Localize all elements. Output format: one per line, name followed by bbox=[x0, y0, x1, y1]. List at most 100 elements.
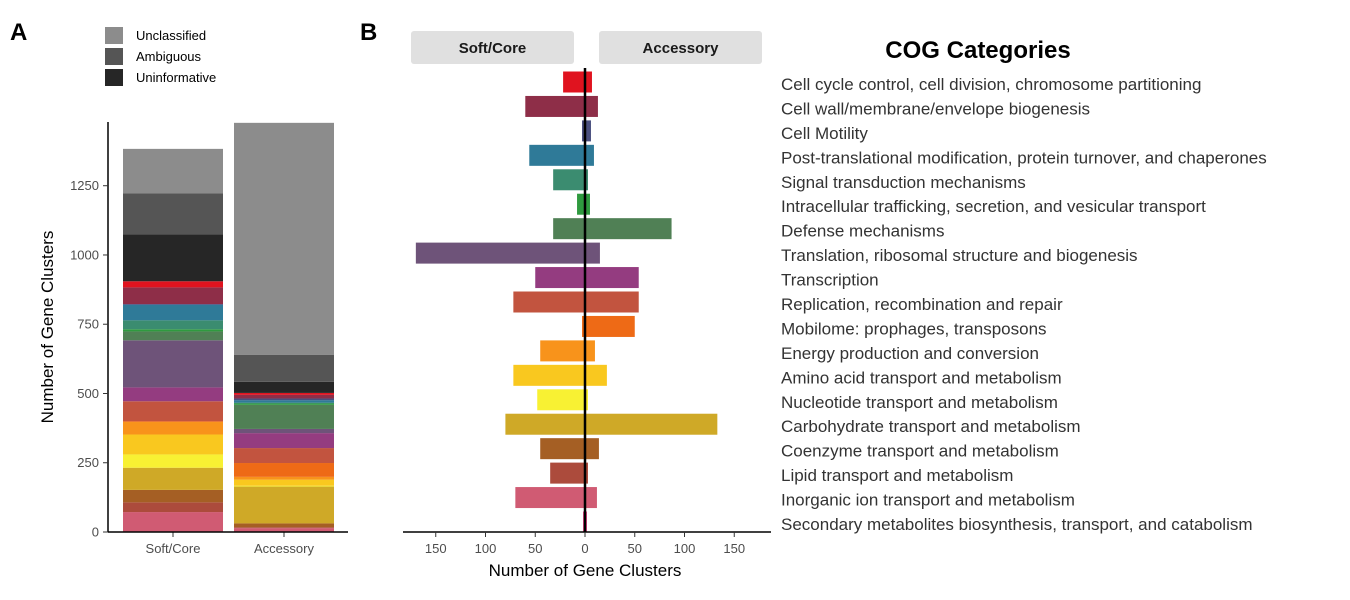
bar-softcore bbox=[529, 144, 585, 166]
bar-segment-softcore bbox=[123, 387, 223, 402]
legend-swatch bbox=[105, 48, 123, 65]
x-tick-label: 50 bbox=[628, 541, 642, 556]
facet-strip-label: Soft/Core bbox=[459, 40, 527, 57]
bar-segment-accessory bbox=[234, 433, 334, 449]
x-axis-title: Number of Gene Clusters bbox=[489, 561, 682, 580]
bar-softcore bbox=[553, 218, 585, 240]
bar-accessory bbox=[585, 95, 598, 117]
y-tick-label: 750 bbox=[77, 317, 99, 332]
bar-segment-softcore bbox=[123, 148, 223, 194]
bar-accessory bbox=[585, 487, 597, 509]
bar-segment-accessory bbox=[234, 486, 334, 524]
bar-softcore bbox=[537, 389, 585, 411]
bar-segment-softcore bbox=[123, 193, 223, 235]
bar-accessory bbox=[585, 389, 588, 411]
bar-segment-softcore bbox=[123, 304, 223, 305]
bar-segment-accessory bbox=[234, 354, 334, 382]
bar-segment-accessory bbox=[234, 392, 334, 395]
cog-category-label: Cell cycle control, cell division, chrom… bbox=[781, 75, 1201, 94]
bar-softcore bbox=[540, 340, 585, 362]
cog-category-label: Transcription bbox=[781, 271, 879, 290]
bar-softcore bbox=[577, 193, 585, 215]
cog-category-label: Lipid transport and metabolism bbox=[781, 466, 1013, 485]
legend-label: Unclassified bbox=[136, 28, 206, 43]
bar-softcore bbox=[415, 242, 585, 264]
bar-segment-accessory bbox=[234, 400, 334, 403]
facet-strip bbox=[599, 31, 762, 64]
bar-accessory bbox=[585, 193, 590, 215]
bar-segment-softcore bbox=[123, 512, 223, 532]
bar-segment-softcore bbox=[123, 234, 223, 282]
bar-segment-accessory bbox=[234, 394, 334, 399]
cog-category-label: Mobilome: prophages, transposons bbox=[781, 319, 1047, 338]
bar-accessory bbox=[585, 364, 607, 386]
bar-accessory bbox=[585, 169, 588, 191]
bar-segment-accessory bbox=[234, 402, 334, 404]
bar-segment-accessory bbox=[234, 428, 334, 434]
x-tick-label: 150 bbox=[723, 541, 745, 556]
bar-accessory bbox=[585, 71, 592, 93]
bar-segment-softcore bbox=[123, 467, 223, 490]
y-tick-label: 0 bbox=[92, 525, 99, 540]
cog-category-label: Cell Motility bbox=[781, 124, 868, 143]
bar-segment-softcore bbox=[123, 340, 223, 388]
bar-segment-accessory bbox=[234, 527, 334, 529]
bar-softcore bbox=[550, 462, 585, 484]
bar-softcore bbox=[525, 95, 585, 117]
bar-softcore bbox=[563, 71, 585, 93]
bar-softcore bbox=[515, 487, 585, 509]
bar-segment-accessory bbox=[234, 122, 334, 355]
y-tick-label: 500 bbox=[77, 386, 99, 401]
diverging-bar-chart: Soft/Core Accessory 150 100 50 0 50 100 150 Numbe… bbox=[403, 31, 771, 580]
facet-strip bbox=[411, 31, 574, 64]
bar-softcore bbox=[582, 315, 585, 337]
bar-accessory bbox=[585, 291, 639, 313]
bar-accessory bbox=[585, 438, 599, 460]
y-axis-title: Number of Gene Clusters bbox=[38, 231, 57, 424]
cog-category-label: Post-translational modification, protein… bbox=[781, 148, 1267, 167]
cog-legend: Cell cycle control, cell division, chrom… bbox=[781, 75, 1267, 534]
bar-segment-accessory bbox=[234, 404, 334, 429]
bar-segment-accessory bbox=[234, 448, 334, 464]
cog-category-label: Carbohydrate transport and metabolism bbox=[781, 417, 1081, 436]
cog-category-label: Nucleotide transport and metabolism bbox=[781, 393, 1058, 412]
bar-segment-softcore bbox=[123, 421, 223, 423]
bar-segment-accessory bbox=[234, 528, 334, 532]
bar-segment-accessory bbox=[234, 398, 334, 401]
bar-accessory bbox=[585, 120, 591, 142]
bar-segment-softcore bbox=[123, 320, 223, 330]
legend-label: Ambiguous bbox=[136, 49, 202, 64]
bar-softcore bbox=[540, 438, 585, 460]
x-tick-label: 150 bbox=[425, 541, 447, 556]
y-tick-label: 250 bbox=[77, 455, 99, 470]
bar-segment-softcore bbox=[123, 287, 223, 305]
x-tick-label: Accessory bbox=[254, 541, 314, 556]
panel-a-label: A bbox=[10, 19, 27, 46]
bar-accessory bbox=[585, 462, 588, 484]
bar-segment-softcore bbox=[123, 329, 223, 332]
bar-accessory bbox=[585, 267, 639, 289]
legend: Unclassified Ambiguous Uninformative bbox=[105, 27, 216, 86]
bar-softcore bbox=[513, 291, 585, 313]
cog-category-label: Inorganic ion transport and metabolism bbox=[781, 491, 1075, 510]
bar-segment-softcore bbox=[123, 489, 223, 503]
cog-category-label: Cell wall/membrane/envelope biogenesis bbox=[781, 99, 1090, 118]
cog-category-label: Amino acid transport and metabolism bbox=[781, 368, 1062, 387]
bar-segment-accessory bbox=[234, 381, 334, 393]
y-tick-label: 1000 bbox=[70, 247, 99, 262]
cog-category-label: Secondary metabolites biosynthesis, tran… bbox=[781, 515, 1253, 534]
cog-category-label: Signal transduction mechanisms bbox=[781, 173, 1026, 192]
bar-segment-softcore bbox=[123, 422, 223, 435]
cog-category-label: Coenzyme transport and metabolism bbox=[781, 442, 1059, 461]
x-tick-label: 0 bbox=[581, 541, 588, 556]
bar-segment-accessory bbox=[234, 523, 334, 528]
bar-segment-softcore bbox=[123, 401, 223, 422]
bar-accessory bbox=[585, 144, 594, 166]
bar-segment-accessory bbox=[234, 476, 334, 480]
bar-segment-accessory bbox=[234, 403, 334, 405]
bar-segment-softcore bbox=[123, 434, 223, 455]
legend-label: Uninformative bbox=[136, 70, 216, 85]
bar-softcore bbox=[582, 120, 585, 142]
bar-segment-softcore bbox=[123, 304, 223, 321]
bar-softcore bbox=[553, 169, 585, 191]
